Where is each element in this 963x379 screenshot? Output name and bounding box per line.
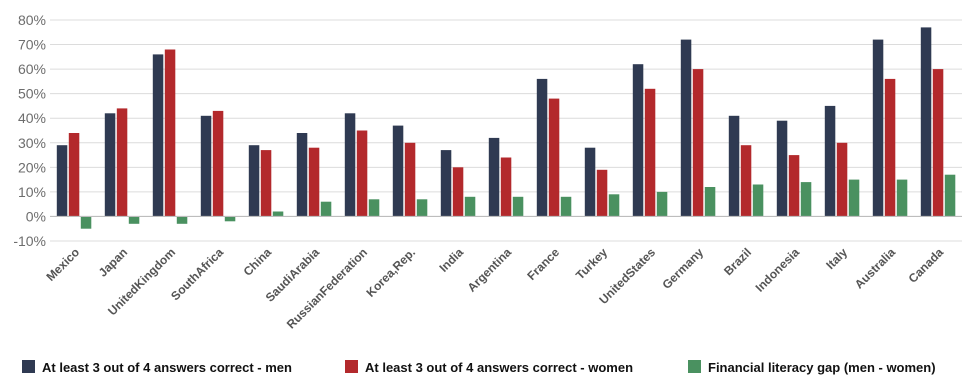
bar-gap [224, 216, 236, 222]
y-tick-label: 10% [18, 184, 46, 200]
x-tick-label: China [241, 245, 275, 279]
bar-men [392, 125, 404, 217]
bar-men [920, 27, 932, 217]
bar-gap [560, 196, 572, 217]
x-tick-label: Mexico [43, 245, 82, 284]
bar-gap [128, 216, 140, 224]
bar-men [488, 137, 500, 217]
bar-gap [464, 196, 476, 217]
legend-swatch [345, 360, 358, 373]
x-tick-label: Indonesia [753, 245, 803, 295]
bar-women [692, 69, 704, 217]
bar-men [728, 115, 740, 217]
bar-women [788, 155, 800, 217]
y-tick-label: 50% [18, 86, 46, 102]
bar-gap [800, 182, 812, 217]
x-tick-label: India [436, 245, 466, 275]
bar-men [872, 39, 884, 217]
bar-women [356, 130, 368, 217]
bar-women [548, 98, 560, 217]
legend-label: At least 3 out of 4 answers correct - wo… [365, 360, 633, 375]
x-tick-label: Korea,Rep. [363, 245, 418, 300]
bar-men [632, 64, 644, 217]
bar-women [452, 167, 464, 217]
bars [56, 27, 956, 229]
x-tick-label: France [524, 245, 562, 283]
legend-label: Financial literacy gap (men - women) [708, 360, 936, 375]
x-tick-label: Australia [852, 245, 898, 291]
bar-men [248, 145, 260, 217]
bar-gap [320, 201, 332, 217]
bar-men [104, 113, 116, 217]
legend-swatch [22, 360, 35, 373]
bar-women [740, 145, 752, 217]
x-tick-label: RussianFederation [284, 245, 370, 331]
y-tick-label: 30% [18, 135, 46, 151]
bar-gap [176, 216, 188, 224]
y-axis: -10% 0% 10% 20% 30% 40% 50% 60% 70% 80% [13, 12, 46, 249]
bar-gap [752, 184, 764, 217]
x-tick-label: SouthAfrica [168, 245, 226, 303]
x-tick-label: Germany [659, 245, 706, 292]
bar-women [836, 142, 848, 217]
bar-gap [656, 191, 668, 217]
y-tick-label: 0% [26, 208, 46, 224]
bar-men [344, 113, 356, 217]
bar-men [680, 39, 692, 217]
x-tick-label: Turkey [573, 245, 610, 282]
bar-women [308, 147, 320, 217]
bar-men [584, 147, 596, 217]
y-tick-label: -10% [13, 233, 46, 249]
legend-swatch [688, 360, 701, 373]
bar-gap [896, 179, 908, 217]
bar-men [824, 105, 836, 217]
bar-gap [368, 199, 380, 217]
bar-gap [608, 194, 620, 217]
x-tick-label: Japan [96, 245, 130, 279]
y-tick-label: 40% [18, 110, 46, 126]
bar-gap [944, 174, 956, 217]
bar-gap [704, 187, 716, 217]
x-tick-label: Italy [823, 245, 850, 272]
y-tick-label: 80% [18, 12, 46, 28]
bar-women [884, 78, 896, 217]
bar-women [116, 108, 128, 217]
bar-women [212, 110, 224, 217]
legend-label: At least 3 out of 4 answers correct - me… [42, 360, 292, 375]
bar-men [56, 145, 68, 217]
bar-men [440, 150, 452, 217]
x-tick-label: Canada [906, 245, 947, 286]
y-tick-label: 60% [18, 61, 46, 77]
bar-women [164, 49, 176, 217]
bar-women [500, 157, 512, 217]
bar-gap [848, 179, 860, 217]
bar-men [152, 54, 164, 217]
bar-gap [80, 216, 92, 229]
legend: At least 3 out of 4 answers correct - me… [22, 360, 936, 375]
bar-women [68, 133, 80, 217]
bar-gap [416, 199, 428, 217]
bar-women [644, 88, 656, 217]
bar-gap [512, 196, 524, 217]
x-tick-label: Brazil [721, 245, 754, 278]
bar-women [404, 142, 416, 217]
bar-men [776, 120, 788, 217]
bar-men [536, 78, 548, 217]
bar-women [260, 150, 272, 217]
bar-women [596, 169, 608, 217]
y-tick-label: 70% [18, 37, 46, 53]
bar-women [932, 69, 944, 217]
y-tick-label: 20% [18, 159, 46, 175]
x-tick-label: Argentina [465, 245, 515, 295]
bar-men [200, 115, 212, 217]
bar-gap [272, 211, 284, 217]
bar-men [296, 133, 308, 217]
